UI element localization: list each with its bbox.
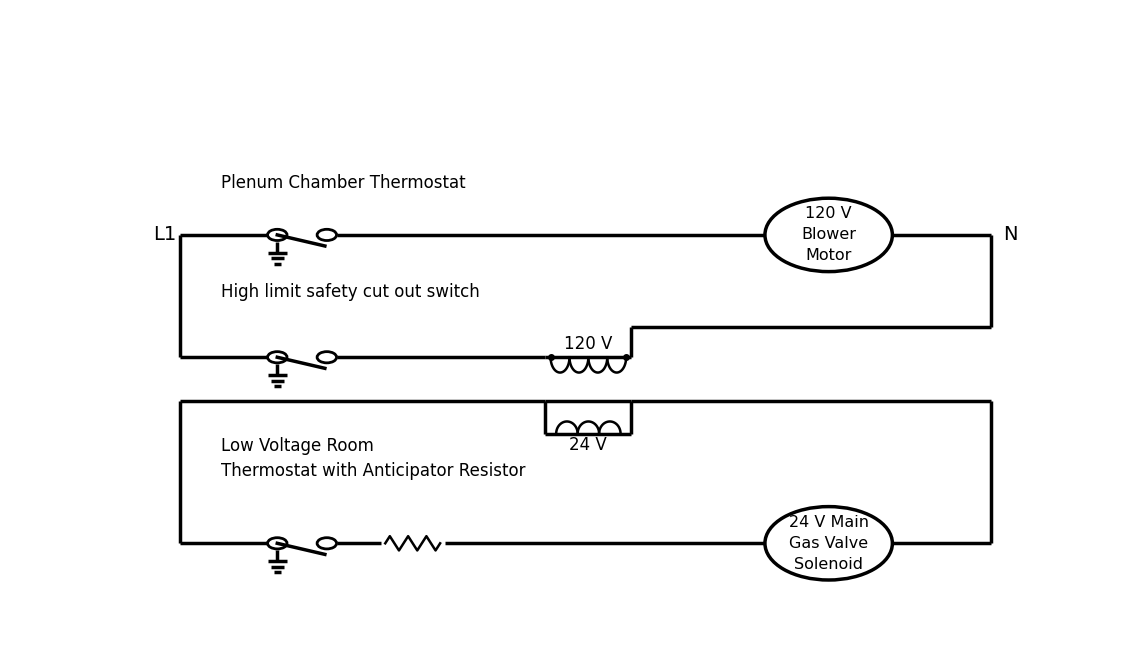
Text: L1: L1	[153, 225, 177, 244]
Text: Plenum Chamber Thermostat: Plenum Chamber Thermostat	[220, 173, 465, 191]
Text: Low Voltage Room
Thermostat with Anticipator Resistor: Low Voltage Room Thermostat with Anticip…	[220, 436, 525, 479]
Text: 24 V: 24 V	[569, 436, 606, 454]
Text: 24 V Main
Gas Valve
Solenoid: 24 V Main Gas Valve Solenoid	[789, 515, 869, 572]
Text: N: N	[1003, 225, 1018, 244]
Text: 120 V
Blower
Motor: 120 V Blower Motor	[802, 207, 856, 263]
Text: 120 V: 120 V	[564, 335, 612, 353]
Text: High limit safety cut out switch: High limit safety cut out switch	[220, 283, 480, 301]
